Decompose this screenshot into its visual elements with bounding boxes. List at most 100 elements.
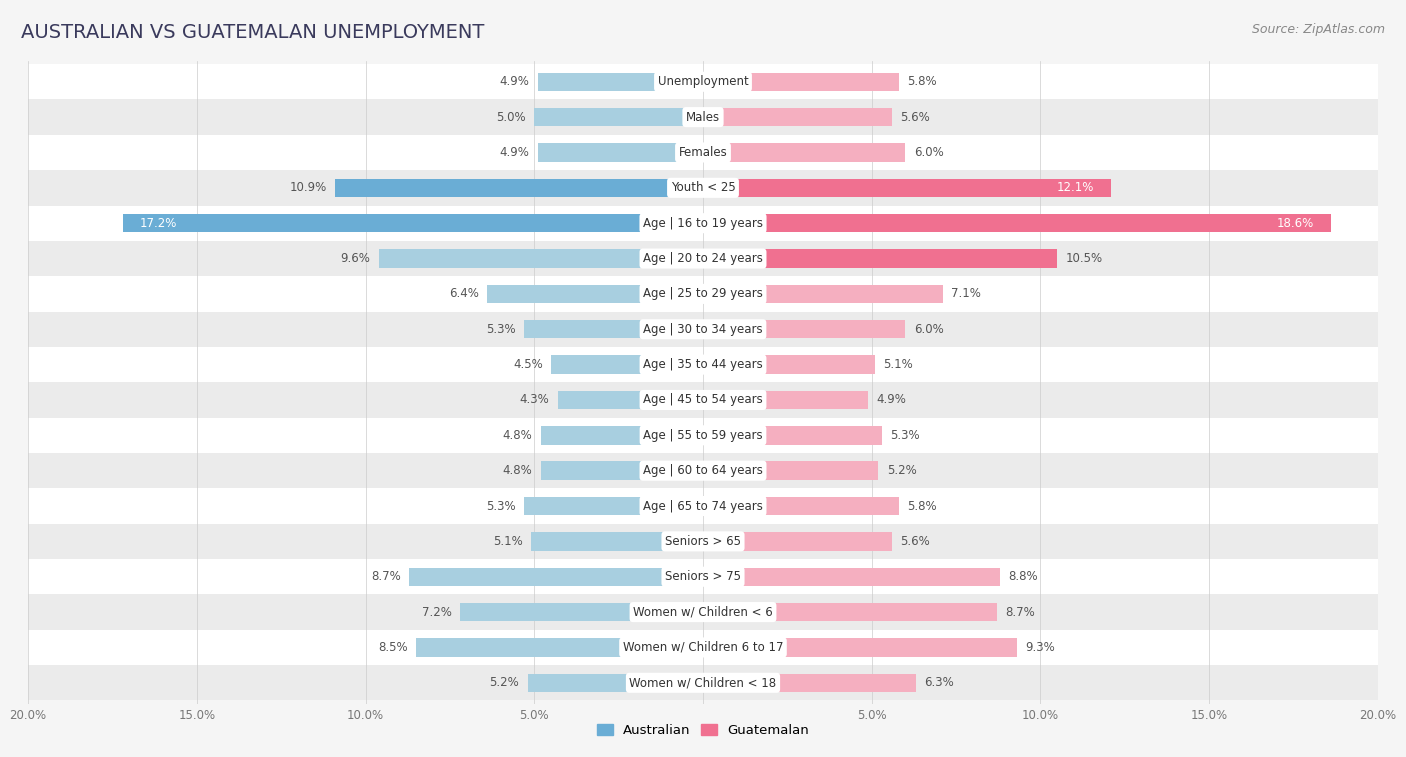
Bar <box>703 568 1000 586</box>
Bar <box>28 205 1378 241</box>
Bar <box>541 462 703 480</box>
Bar <box>460 603 703 621</box>
Text: 17.2%: 17.2% <box>139 217 177 229</box>
Bar <box>28 64 1378 99</box>
Text: 4.9%: 4.9% <box>499 146 529 159</box>
Legend: Australian, Guatemalan: Australian, Guatemalan <box>592 719 814 743</box>
Text: 5.3%: 5.3% <box>890 428 920 442</box>
Text: 6.3%: 6.3% <box>924 676 953 690</box>
Bar <box>703 462 879 480</box>
Text: AUSTRALIAN VS GUATEMALAN UNEMPLOYMENT: AUSTRALIAN VS GUATEMALAN UNEMPLOYMENT <box>21 23 485 42</box>
Bar <box>703 73 898 91</box>
Bar <box>28 170 1378 205</box>
Bar <box>28 559 1378 594</box>
Text: 10.9%: 10.9% <box>290 182 326 195</box>
Bar <box>531 532 703 550</box>
Text: Males: Males <box>686 111 720 123</box>
Bar <box>703 426 882 444</box>
Text: 5.1%: 5.1% <box>883 358 914 371</box>
Text: 5.6%: 5.6% <box>900 535 931 548</box>
Bar <box>541 426 703 444</box>
Text: 7.2%: 7.2% <box>422 606 451 618</box>
Bar <box>703 497 898 516</box>
Text: 6.0%: 6.0% <box>914 146 943 159</box>
Text: 10.5%: 10.5% <box>1066 252 1102 265</box>
Text: Age | 65 to 74 years: Age | 65 to 74 years <box>643 500 763 512</box>
Bar <box>703 391 869 409</box>
Bar <box>380 249 703 268</box>
Bar <box>703 249 1057 268</box>
Bar <box>703 320 905 338</box>
Bar <box>28 347 1378 382</box>
Bar <box>703 356 875 374</box>
Bar <box>524 497 703 516</box>
Text: Age | 30 to 34 years: Age | 30 to 34 years <box>643 322 763 336</box>
Bar <box>28 99 1378 135</box>
Text: Women w/ Children < 18: Women w/ Children < 18 <box>630 676 776 690</box>
Text: Age | 60 to 64 years: Age | 60 to 64 years <box>643 464 763 477</box>
Bar <box>703 532 891 550</box>
Text: 4.9%: 4.9% <box>877 394 907 407</box>
Text: 4.3%: 4.3% <box>520 394 550 407</box>
Text: 5.2%: 5.2% <box>887 464 917 477</box>
Bar <box>551 356 703 374</box>
Text: Unemployment: Unemployment <box>658 75 748 89</box>
Bar <box>335 179 703 197</box>
Text: 8.8%: 8.8% <box>1008 570 1038 583</box>
Bar <box>703 108 891 126</box>
Bar <box>703 285 942 303</box>
Bar <box>534 108 703 126</box>
Bar <box>409 568 703 586</box>
Text: Age | 25 to 29 years: Age | 25 to 29 years <box>643 288 763 301</box>
Text: 8.7%: 8.7% <box>1005 606 1035 618</box>
Text: Females: Females <box>679 146 727 159</box>
Bar <box>28 276 1378 312</box>
Bar <box>28 312 1378 347</box>
Text: Seniors > 65: Seniors > 65 <box>665 535 741 548</box>
Bar <box>537 73 703 91</box>
Text: 18.6%: 18.6% <box>1277 217 1313 229</box>
Text: Source: ZipAtlas.com: Source: ZipAtlas.com <box>1251 23 1385 36</box>
Bar <box>28 453 1378 488</box>
Bar <box>486 285 703 303</box>
Text: 5.6%: 5.6% <box>900 111 931 123</box>
Text: 4.8%: 4.8% <box>503 428 533 442</box>
Text: 5.8%: 5.8% <box>907 75 936 89</box>
Text: 5.3%: 5.3% <box>486 322 516 336</box>
Bar <box>416 638 703 656</box>
Bar <box>28 241 1378 276</box>
Bar <box>537 143 703 162</box>
Text: 6.0%: 6.0% <box>914 322 943 336</box>
Bar <box>28 382 1378 418</box>
Text: 4.8%: 4.8% <box>503 464 533 477</box>
Bar <box>122 214 703 232</box>
Text: 8.7%: 8.7% <box>371 570 401 583</box>
Text: 5.1%: 5.1% <box>492 535 523 548</box>
Text: Age | 35 to 44 years: Age | 35 to 44 years <box>643 358 763 371</box>
Text: Women w/ Children 6 to 17: Women w/ Children 6 to 17 <box>623 641 783 654</box>
Text: 6.4%: 6.4% <box>449 288 478 301</box>
Text: 5.3%: 5.3% <box>486 500 516 512</box>
Bar <box>527 674 703 692</box>
Bar <box>28 135 1378 170</box>
Text: Women w/ Children < 6: Women w/ Children < 6 <box>633 606 773 618</box>
Text: 9.6%: 9.6% <box>340 252 371 265</box>
Text: Age | 16 to 19 years: Age | 16 to 19 years <box>643 217 763 229</box>
Bar <box>703 214 1330 232</box>
Text: 5.0%: 5.0% <box>496 111 526 123</box>
Bar <box>28 594 1378 630</box>
Bar <box>558 391 703 409</box>
Bar <box>28 524 1378 559</box>
Bar <box>703 179 1111 197</box>
Text: 9.3%: 9.3% <box>1025 641 1054 654</box>
Text: 5.8%: 5.8% <box>907 500 936 512</box>
Text: Age | 20 to 24 years: Age | 20 to 24 years <box>643 252 763 265</box>
Bar <box>703 603 997 621</box>
Bar <box>703 143 905 162</box>
Bar <box>524 320 703 338</box>
Text: 5.2%: 5.2% <box>489 676 519 690</box>
Bar <box>28 418 1378 453</box>
Text: Seniors > 75: Seniors > 75 <box>665 570 741 583</box>
Text: 12.1%: 12.1% <box>1057 182 1094 195</box>
Bar <box>703 674 915 692</box>
